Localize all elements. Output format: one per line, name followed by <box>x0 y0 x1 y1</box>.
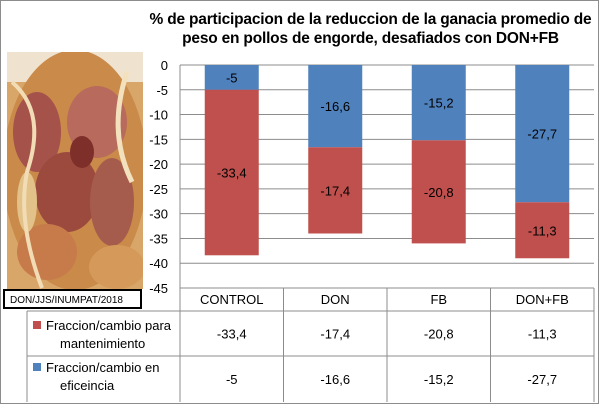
bar-eficiencia <box>308 65 363 148</box>
legend-label: Fraccion/cambio en <box>46 360 159 375</box>
bar-value-label: -11,3 <box>528 223 557 238</box>
bar-eficiencia <box>204 65 259 90</box>
bar-value-label: -20,8 <box>424 185 454 200</box>
table-cell: -11,3 <box>528 327 557 342</box>
broiler-photo <box>7 52 143 289</box>
y-tick-label: -40 <box>149 256 168 271</box>
y-tick-label: -35 <box>149 231 168 246</box>
bar-value-label: -16,6 <box>320 99 350 114</box>
y-tick-label: -10 <box>149 108 168 123</box>
table-cell: -27,7 <box>527 372 557 387</box>
y-tick-label: -45 <box>149 281 168 296</box>
y-tick-label: -30 <box>149 207 168 222</box>
legend-swatch <box>33 321 41 329</box>
y-tick-label: -25 <box>149 182 168 197</box>
table-cell: -5 <box>226 372 238 387</box>
bar-mantenimiento <box>204 89 259 256</box>
category-label: DON <box>321 292 350 307</box>
bar-value-label: -27,7 <box>527 127 557 142</box>
y-tick-label: -15 <box>149 132 168 147</box>
bar-value-label: -17,4 <box>320 183 350 198</box>
bar-value-label: -15,2 <box>424 96 454 111</box>
table-cell: -33,4 <box>217 327 247 342</box>
credit-box: DON/JJS/INUMPAT/2018 <box>3 289 142 309</box>
bar-mantenimiento <box>308 147 363 234</box>
category-label: DON+FB <box>516 292 569 307</box>
y-tick-label: -5 <box>156 83 168 98</box>
table-cell: -20,8 <box>424 327 454 342</box>
legend-label: mantenimiento <box>60 336 145 351</box>
category-label: FB <box>430 292 447 307</box>
table-cell: -17,4 <box>320 327 350 342</box>
table-cell: -15,2 <box>424 372 454 387</box>
legend-swatch <box>33 363 41 371</box>
table-cell: -16,6 <box>320 372 350 387</box>
chart-title: % de participacion de la reduccion de la… <box>149 11 592 47</box>
legend-label: eficeincia <box>60 378 115 393</box>
bar-eficiencia <box>411 65 466 141</box>
bar-eficiencia <box>515 65 570 203</box>
legend-label: Fraccion/cambio para <box>46 318 172 333</box>
bar-mantenimiento <box>411 140 466 244</box>
bar-mantenimiento <box>515 202 570 259</box>
bar-value-label: -5 <box>226 70 238 85</box>
category-label: CONTROL <box>200 292 264 307</box>
y-tick-label: -20 <box>149 157 168 172</box>
y-tick-label: 0 <box>161 58 168 73</box>
bar-value-label: -33,4 <box>217 166 247 181</box>
